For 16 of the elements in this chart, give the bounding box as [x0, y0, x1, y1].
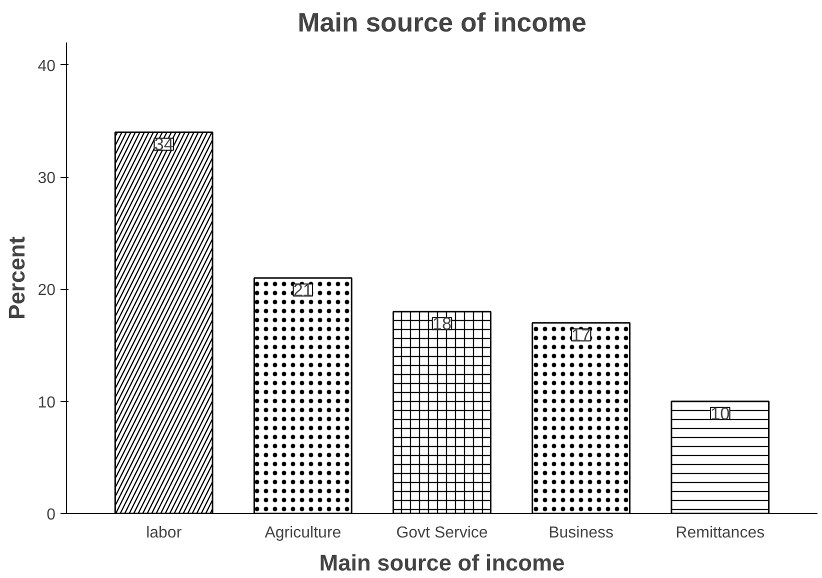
- y-tick-label: 0: [46, 506, 56, 524]
- y-tick-label: 40: [38, 58, 56, 75]
- data-label: 21: [293, 280, 313, 300]
- y-axis-title: Percent: [4, 236, 30, 320]
- x-tick-label: Business: [548, 524, 614, 542]
- x-tick-label: labor: [146, 524, 182, 542]
- data-label: 10: [710, 403, 730, 424]
- x-tick-label: Govt Service: [396, 524, 488, 542]
- y-tick-label: 30: [38, 170, 56, 188]
- chart-title: Main source of income: [298, 8, 586, 38]
- data-label: 34: [154, 134, 174, 154]
- x-axis-title: Main source of income: [319, 550, 565, 576]
- y-tick-label: 10: [38, 394, 56, 412]
- x-tick-label: Remittances: [676, 524, 765, 542]
- y-tick-label: 20: [38, 282, 56, 300]
- x-tick-label: Agriculture: [264, 524, 342, 542]
